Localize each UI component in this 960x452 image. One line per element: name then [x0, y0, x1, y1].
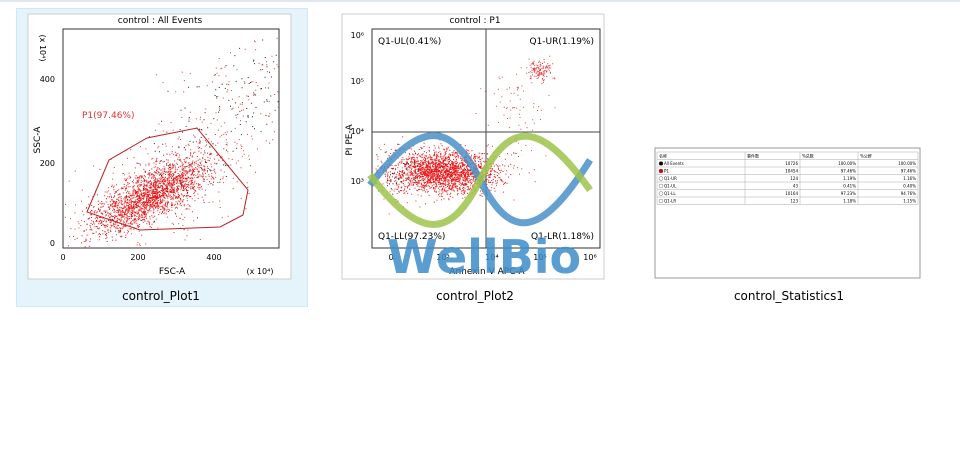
- table-cell: 97.46%: [841, 169, 856, 174]
- y-label: PI PE-A: [345, 124, 355, 156]
- x-label: FSC-A: [159, 267, 186, 277]
- dots: [73, 139, 233, 247]
- table-cell: P1: [664, 169, 669, 174]
- table-cell: 1.19%: [843, 176, 856, 181]
- table-cell: %父群: [860, 153, 872, 159]
- watermark-helix: [367, 132, 593, 228]
- y-label: SSC-A: [33, 126, 43, 154]
- watermark: WellBio: [387, 230, 581, 284]
- x-tick: 10⁵: [533, 253, 546, 262]
- gate: [86, 127, 249, 231]
- table-cell: 10164: [785, 191, 798, 196]
- y-tick: 0: [50, 239, 55, 248]
- table-cell: 10454: [785, 169, 798, 174]
- table-cell: 100.00%: [838, 161, 856, 166]
- x-tick: 10⁶: [583, 253, 596, 262]
- x-multiplier: (x 10⁴): [247, 267, 274, 276]
- table-cell: 1.16%: [903, 176, 916, 181]
- x-tick: 200: [130, 253, 145, 262]
- thumbnail[interactable]: control : All Events P1(97.46%) 400 200 …: [27, 13, 292, 303]
- row-icon: [658, 168, 664, 174]
- scatter: [373, 55, 556, 215]
- table-cell: Q1-UR: [664, 176, 677, 181]
- table-cell: 123: [790, 199, 798, 204]
- y-tick: 10³: [351, 177, 364, 186]
- thumbnail[interactable]: control_Statistics1 名称 事件数 %总数 %父群 All Event…: [654, 147, 921, 303]
- plot-area: [62, 28, 280, 249]
- y-tick: 400: [40, 75, 55, 84]
- table-cell: 10726: [785, 161, 798, 166]
- table-cell: Q1-LR: [664, 199, 676, 204]
- plot-title: control : P1: [449, 16, 500, 26]
- top-border: [0, 0, 960, 2]
- x-tick: 0: [388, 253, 393, 262]
- thumb-frame: [27, 13, 292, 280]
- table-cell: Q1-LL: [664, 191, 676, 196]
- thumb-frame: [654, 147, 921, 279]
- x-tick: 10⁴: [485, 253, 498, 262]
- file-name: control_Plot2: [436, 289, 514, 303]
- x-tick: 0: [60, 253, 65, 262]
- table-cell: 97.46%: [901, 169, 916, 174]
- table-cell: 1.18%: [843, 199, 856, 204]
- table-cell: %总数: [802, 153, 814, 159]
- table-cell: 124: [790, 176, 798, 181]
- y-multiplier: (x 10⁴): [38, 35, 47, 62]
- file-name: control_Plot1: [122, 289, 200, 303]
- table-cell: 97.23%: [841, 191, 856, 196]
- row-icon: [658, 191, 664, 196]
- table-cell: Q1-UL: [664, 184, 677, 189]
- plot-title: control : All Events: [118, 16, 203, 26]
- quadrant-label: Q1-UL(0.41%): [378, 37, 441, 47]
- table-cell: 名称: [659, 153, 667, 159]
- table-cell: 事件数: [747, 153, 759, 159]
- table-cell: 43: [793, 184, 799, 189]
- quadrant-label: Q1-LR(1.18%): [531, 232, 594, 242]
- table-cell: All Events: [664, 161, 684, 166]
- table-cell: 100.00%: [898, 161, 916, 166]
- x-tick: 400: [206, 253, 221, 262]
- scatter: [64, 37, 279, 248]
- y-tick: 200: [40, 159, 55, 168]
- thumbnail[interactable]: control : P1 Q1-UL(0.41%) Q1-UR(1.19%) Q…: [341, 13, 605, 303]
- table-cell: 0.40%: [903, 184, 916, 189]
- quadrant-label: Q1-LL(97.23%): [378, 232, 445, 242]
- table-cell: 1.15%: [903, 199, 916, 204]
- row-icon: [658, 161, 664, 166]
- y-tick: 10⁶: [351, 31, 364, 40]
- gate-label: P1(97.46%): [82, 111, 135, 121]
- row-icon: [658, 176, 664, 181]
- y-tick: 10⁴: [351, 127, 364, 136]
- x-tick: 10³: [436, 253, 449, 262]
- quadrant-label: Q1-UR(1.19%): [529, 37, 594, 47]
- row-icon: [658, 183, 664, 189]
- table-cell: 94.76%: [901, 191, 916, 196]
- dots: [526, 58, 556, 84]
- table-cell: 0.41%: [843, 184, 856, 189]
- x-label: Annexin V APC-A: [449, 267, 525, 277]
- file-name: control_Statistics1: [734, 289, 844, 303]
- y-tick: 10⁵: [351, 77, 364, 86]
- dots: [375, 132, 536, 215]
- row-icon: [658, 198, 664, 204]
- thumb-frame: [341, 13, 605, 280]
